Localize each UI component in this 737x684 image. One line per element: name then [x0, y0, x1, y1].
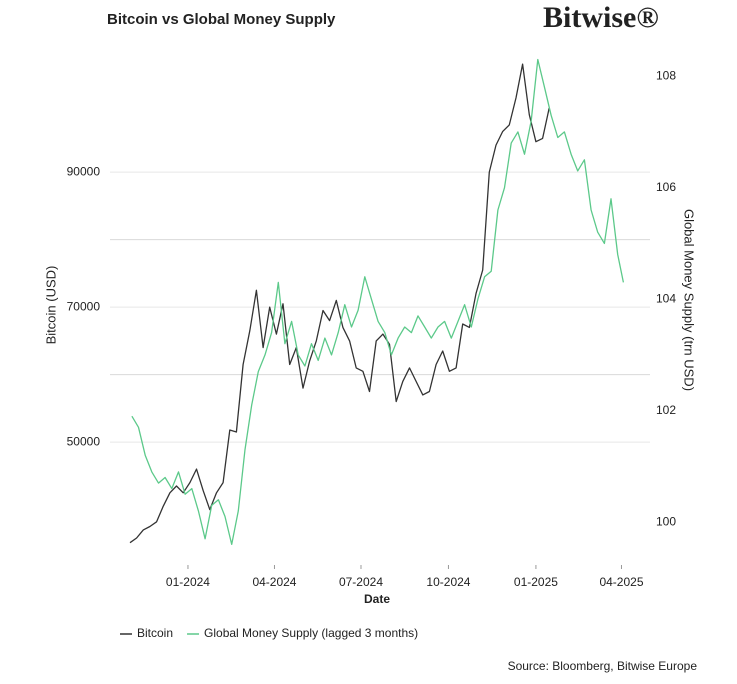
y-tick-label: 70000 — [67, 299, 101, 313]
y2-axis-title: Global Money Supply (trn USD) — [682, 209, 697, 391]
legend-label: Global Money Supply (lagged 3 months) — [204, 626, 418, 640]
x-tick-label: 07-2024 — [339, 575, 383, 589]
x-tick-label: 01-2024 — [166, 575, 210, 589]
y2-tick-label: 104 — [656, 291, 676, 305]
y-tick-label: 50000 — [67, 434, 101, 448]
x-tick-label: 10-2024 — [426, 575, 470, 589]
y2-tick-label: 102 — [656, 403, 676, 417]
y2-tick-label: 108 — [656, 68, 676, 82]
legend-label: Bitcoin — [137, 626, 173, 640]
x-tick-label: 04-2024 — [252, 575, 296, 589]
series-line — [129, 63, 550, 544]
source-note: Source: Bloomberg, Bitwise Europe — [508, 659, 698, 673]
x-tick-label: 04-2025 — [599, 575, 643, 589]
x-tick-label: 01-2025 — [514, 575, 558, 589]
y2-tick-label: 100 — [656, 514, 676, 528]
y2-tick-label: 106 — [656, 180, 676, 194]
y-axis-title: Bitcoin (USD) — [43, 266, 58, 345]
series-line — [131, 58, 625, 546]
chart-title: Bitcoin vs Global Money Supply — [107, 11, 336, 28]
x-axis-title: Date — [364, 592, 390, 606]
logo: Bitwise® — [543, 1, 659, 34]
y-tick-label: 90000 — [67, 164, 101, 178]
